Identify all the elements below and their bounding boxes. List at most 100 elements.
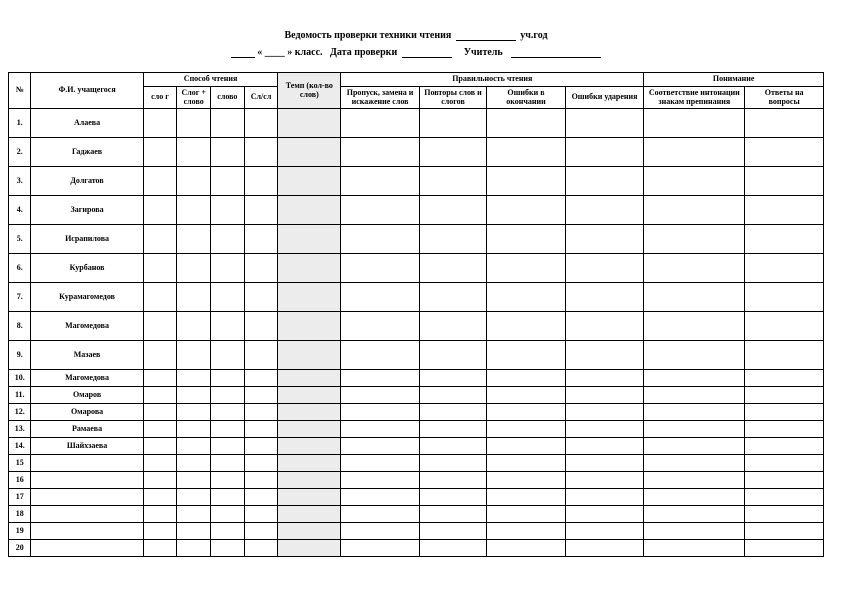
col-povtory: Повторы слов и слогов	[419, 86, 486, 109]
cell-empty	[244, 167, 278, 196]
table-body: 1.Алаева2.Гаджаев3.Долгатов4.Загирова5.И…	[9, 109, 824, 557]
cell-empty	[419, 138, 486, 167]
cell-empty	[278, 312, 341, 341]
cell-empty	[745, 421, 824, 438]
cell-empty	[565, 421, 644, 438]
cell-empty	[177, 489, 211, 506]
cell-empty	[278, 404, 341, 421]
cell-num: 13.	[9, 421, 31, 438]
cell-num: 8.	[9, 312, 31, 341]
cell-empty	[565, 341, 644, 370]
cell-empty	[419, 438, 486, 455]
cell-empty	[487, 438, 566, 455]
cell-empty	[211, 138, 245, 167]
cell-empty	[341, 167, 420, 196]
cell-name: Магомедова	[31, 370, 143, 387]
table-row: 1.Алаева	[9, 109, 824, 138]
cell-empty	[419, 489, 486, 506]
table-row: 5.Исрапилова	[9, 225, 824, 254]
meta-blank-2	[402, 48, 452, 58]
cell-empty	[565, 523, 644, 540]
cell-empty	[745, 196, 824, 225]
cell-num: 2.	[9, 138, 31, 167]
cell-empty	[565, 387, 644, 404]
cell-empty	[211, 438, 245, 455]
cell-empty	[143, 109, 177, 138]
cell-empty	[341, 438, 420, 455]
cell-name	[31, 472, 143, 489]
cell-empty	[644, 387, 745, 404]
cell-empty	[278, 506, 341, 523]
meta-blank-3	[511, 48, 601, 58]
cell-empty	[745, 283, 824, 312]
cell-empty	[745, 404, 824, 421]
cell-empty	[644, 341, 745, 370]
cell-empty	[419, 421, 486, 438]
table-row: 11.Омаров	[9, 387, 824, 404]
col-okonch: Ошибки в окончании	[487, 86, 566, 109]
cell-empty	[745, 138, 824, 167]
cell-empty	[143, 387, 177, 404]
cell-empty	[341, 540, 420, 557]
cell-num: 16	[9, 472, 31, 489]
cell-empty	[143, 404, 177, 421]
cell-empty	[278, 196, 341, 225]
cell-empty	[419, 109, 486, 138]
cell-name	[31, 506, 143, 523]
cell-num: 9.	[9, 341, 31, 370]
cell-empty	[211, 387, 245, 404]
cell-empty	[341, 455, 420, 472]
col-understand-group: Понимание	[644, 73, 824, 87]
cell-empty	[211, 421, 245, 438]
cell-empty	[244, 387, 278, 404]
cell-empty	[644, 196, 745, 225]
table-row: 4.Загирова	[9, 196, 824, 225]
cell-empty	[565, 138, 644, 167]
cell-empty	[341, 138, 420, 167]
cell-empty	[644, 109, 745, 138]
cell-name: Курбанов	[31, 254, 143, 283]
cell-empty	[341, 283, 420, 312]
cell-num: 18	[9, 506, 31, 523]
cell-empty	[419, 196, 486, 225]
cell-empty	[745, 472, 824, 489]
cell-empty	[644, 225, 745, 254]
cell-empty	[177, 254, 211, 283]
cell-empty	[244, 421, 278, 438]
cell-empty	[244, 341, 278, 370]
cell-empty	[745, 167, 824, 196]
document-page: Ведомость проверки техники чтения уч.год…	[0, 0, 842, 557]
cell-name: Омарова	[31, 404, 143, 421]
col-propusk: Пропуск, замена и искажение слов	[341, 86, 420, 109]
cell-empty	[419, 167, 486, 196]
cell-name: Мазаев	[31, 341, 143, 370]
cell-empty	[565, 472, 644, 489]
cell-empty	[211, 312, 245, 341]
cell-empty	[143, 283, 177, 312]
cell-empty	[244, 438, 278, 455]
cell-empty	[244, 540, 278, 557]
cell-empty	[177, 196, 211, 225]
cell-empty	[745, 489, 824, 506]
cell-empty	[143, 506, 177, 523]
cell-empty	[278, 387, 341, 404]
cell-empty	[177, 387, 211, 404]
title-blank	[456, 31, 516, 41]
cell-empty	[177, 109, 211, 138]
col-fio: Ф.И. учащегося	[31, 73, 143, 109]
cell-empty	[177, 138, 211, 167]
cell-empty	[565, 196, 644, 225]
table-head: № Ф.И. учащегося Способ чтения Темп (кол…	[9, 73, 824, 109]
col-udar: Ошибки ударения	[565, 86, 644, 109]
col-correct-group: Правильность чтения	[341, 73, 644, 87]
cell-empty	[211, 506, 245, 523]
cell-name	[31, 540, 143, 557]
teacher-label: Учитель	[464, 47, 503, 58]
cell-empty	[211, 109, 245, 138]
cell-empty	[644, 506, 745, 523]
cell-empty	[565, 455, 644, 472]
cell-empty	[177, 370, 211, 387]
col-slog-slovo: Слог + слово	[177, 86, 211, 109]
cell-empty	[644, 138, 745, 167]
cell-empty	[487, 455, 566, 472]
